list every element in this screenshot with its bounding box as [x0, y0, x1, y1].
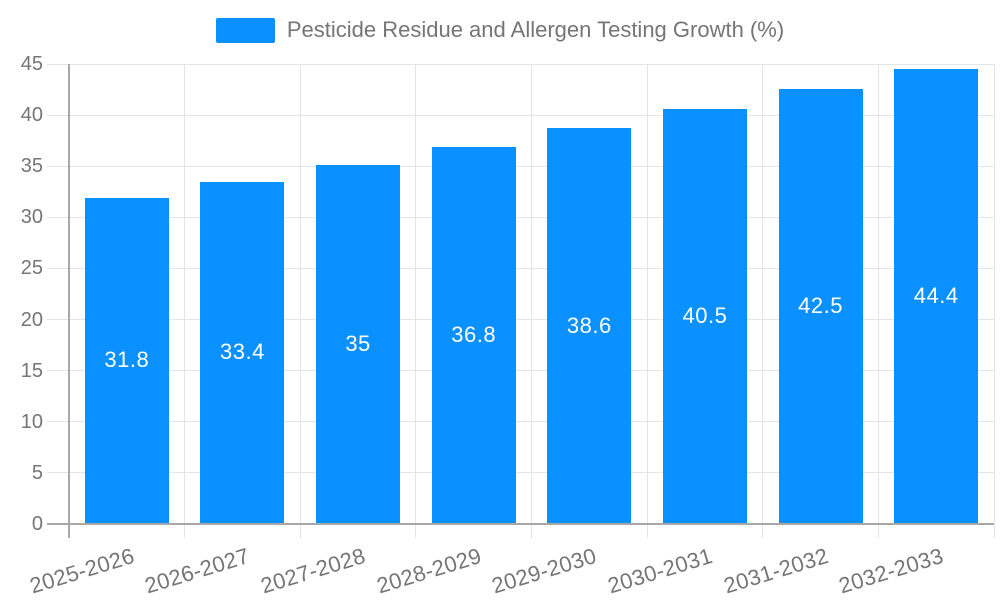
h-gridline — [47, 114, 994, 116]
h-gridline — [47, 267, 994, 269]
y-axis-line — [68, 64, 70, 538]
legend: Pesticide Residue and Allergen Testing G… — [0, 17, 1000, 43]
bar-value-label: 31.8 — [104, 347, 150, 373]
y-tick-label: 40 — [20, 104, 43, 127]
bar-value-label: 33.4 — [220, 339, 265, 365]
y-tick-label: 15 — [20, 359, 43, 382]
v-gridline — [877, 64, 879, 538]
y-tick-label: 30 — [20, 206, 43, 229]
bar: 33.4 — [200, 181, 285, 523]
y-tick-label: 5 — [31, 461, 43, 484]
v-gridline — [415, 64, 417, 538]
h-gridline — [47, 165, 994, 167]
x-axis-line — [47, 523, 994, 525]
legend-swatch — [215, 17, 275, 43]
v-gridline — [646, 64, 648, 538]
bar: 40.5 — [662, 109, 747, 523]
v-gridline — [299, 64, 301, 538]
bar: 42.5 — [778, 88, 863, 523]
bar-value-label: 35 — [345, 331, 371, 357]
bar: 35 — [316, 165, 401, 523]
bar-value-label: 38.6 — [566, 312, 612, 338]
v-gridline — [993, 64, 995, 538]
y-tick-label: 25 — [20, 257, 43, 280]
bar: 38.6 — [547, 128, 632, 523]
h-gridline — [47, 421, 994, 423]
bar-value-label: 44.4 — [913, 283, 959, 309]
h-gridline — [47, 472, 994, 474]
y-tick-label: 45 — [20, 53, 43, 75]
bar-value-label: 36.8 — [451, 321, 497, 347]
h-gridline — [47, 319, 994, 321]
y-tick-label: 0 — [31, 513, 43, 535]
y-tick-label: 20 — [20, 308, 43, 331]
legend-title: Pesticide Residue and Allergen Testing G… — [286, 17, 785, 42]
v-gridline — [184, 64, 186, 538]
bar: 31.8 — [84, 197, 169, 523]
h-gridline — [47, 370, 994, 372]
v-gridline — [531, 64, 532, 538]
bar-value-label: 40.5 — [682, 303, 728, 328]
bar-value-label: 42.5 — [798, 292, 843, 318]
h-gridline — [47, 63, 994, 65]
bar: 36.8 — [431, 146, 516, 523]
v-gridline — [762, 64, 764, 538]
h-gridline — [47, 216, 994, 218]
y-tick-label: 10 — [20, 410, 43, 433]
bar: 44.4 — [894, 69, 979, 523]
y-tick-label: 35 — [20, 155, 43, 178]
